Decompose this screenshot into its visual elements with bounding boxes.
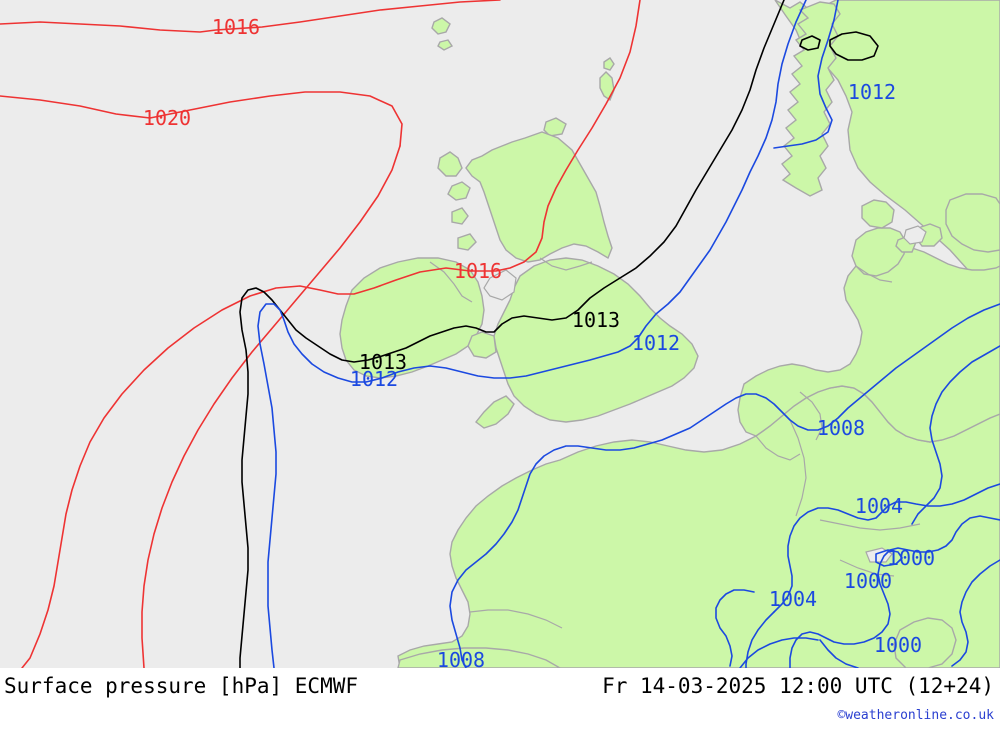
land-faroes-s: [437, 39, 454, 51]
isobar-1004-west-arm: [745, 611, 775, 668]
country-borders: [429, 257, 921, 629]
isobar-1012-norway-branch: [773, 0, 839, 149]
land-sweden-south: [945, 193, 1000, 253]
isobar-label-1016: 1016: [453, 259, 503, 283]
isobar-label-1012: 1012: [349, 367, 399, 391]
isobar-1013-norway-cell-small: [799, 35, 821, 51]
isobar-1000-inner: [875, 549, 903, 567]
isobar-1020-west-trail: [141, 145, 401, 668]
isobar-1008-main: [449, 303, 1000, 668]
water-irish-sea-gap: [483, 269, 517, 301]
landmasses: [339, 0, 1000, 668]
isobar-label-1000: 1000: [886, 546, 936, 570]
isobar-1013-norway-cell: [829, 31, 879, 61]
isobar-1004-biscay: [715, 589, 755, 667]
isobar-1000-lower: [951, 559, 1000, 667]
land-scotland-west-isles: [437, 151, 463, 177]
footer-bar: Surface pressure [hPa] ECMWF Fr 14-03-20…: [0, 668, 1000, 733]
isobar-label-1013: 1013: [571, 308, 621, 332]
isobar-label-1000: 1000: [843, 569, 893, 593]
isobar-1016-main: [21, 0, 641, 668]
land-jutland-n: [861, 199, 895, 229]
border-france-germany: [789, 419, 807, 517]
land-shetland-north: [603, 57, 615, 71]
isobar-1000-south: [819, 639, 859, 668]
isobar-1008-germany-east: [911, 345, 1000, 525]
isobar-1013-main: [239, 0, 785, 668]
land-shetland: [599, 71, 615, 102]
isobar-label-1013: 1013: [358, 350, 408, 374]
land-cornwall: [475, 395, 515, 429]
isobar-1020-upper: [0, 91, 403, 147]
border-ch-it: [839, 559, 895, 577]
border-alps: [819, 519, 921, 531]
isobar-label-1012: 1012: [631, 331, 681, 355]
land-orkney: [543, 117, 567, 137]
border-scotland-england: [539, 257, 593, 271]
border-france-spain: [469, 609, 563, 629]
isobar-label-1000: 1000: [873, 633, 923, 657]
isobar-1004-main: [773, 483, 1000, 613]
land-italy-sliver: [893, 617, 957, 668]
isobar-lines: [0, 0, 1000, 668]
map-canvas[interactable]: 1016 1020 1016 1012 1013 1012 1013 1012 1008 1004…: [0, 0, 1000, 668]
isobar-1000-alps: [789, 515, 1000, 668]
border-nl-de: [799, 391, 823, 441]
border-de-dk: [855, 265, 893, 283]
land-scotland: [465, 131, 613, 263]
copyright-label: ©weatheronline.co.uk: [837, 708, 994, 723]
land-wales-peninsula: [467, 331, 497, 359]
isobar-label-1020: 1020: [142, 106, 192, 130]
land-skye: [447, 181, 471, 201]
land-mull: [451, 207, 469, 225]
isobar-label-1008: 1008: [816, 416, 866, 440]
land-islay: [457, 233, 477, 251]
border-benelux: [755, 435, 801, 461]
isobar-1016-north: [0, 0, 501, 33]
isobar-label-1004: 1004: [768, 587, 818, 611]
valid-time-label: Fr 14-03-2025 12:00 UTC (12+24): [602, 674, 994, 698]
isobar-label-1016: 1016: [211, 15, 261, 39]
isobar-label-1004: 1004: [854, 494, 904, 518]
isobar-1012-main: [257, 0, 807, 668]
chart-title: Surface pressure [hPa] ECMWF: [4, 674, 359, 698]
isobar-label-1012: 1012: [847, 80, 897, 104]
land-faroes: [431, 17, 451, 35]
inland-water-bodies: [483, 225, 927, 563]
isobar-1000-bottom-arc: [739, 637, 819, 668]
land-england-wales: [493, 257, 699, 423]
land-lowcountries-germany: [737, 245, 1000, 443]
isobar-label-layer: 1016 1020 1016 1012 1013 1012 1013 1012 1008 1004…: [142, 15, 936, 668]
isobar-label-1008: 1008: [436, 648, 486, 668]
pressure-contour-map: [0, 0, 1000, 668]
land-iberia: [397, 647, 562, 668]
water-baltic-pocket: [903, 225, 927, 245]
